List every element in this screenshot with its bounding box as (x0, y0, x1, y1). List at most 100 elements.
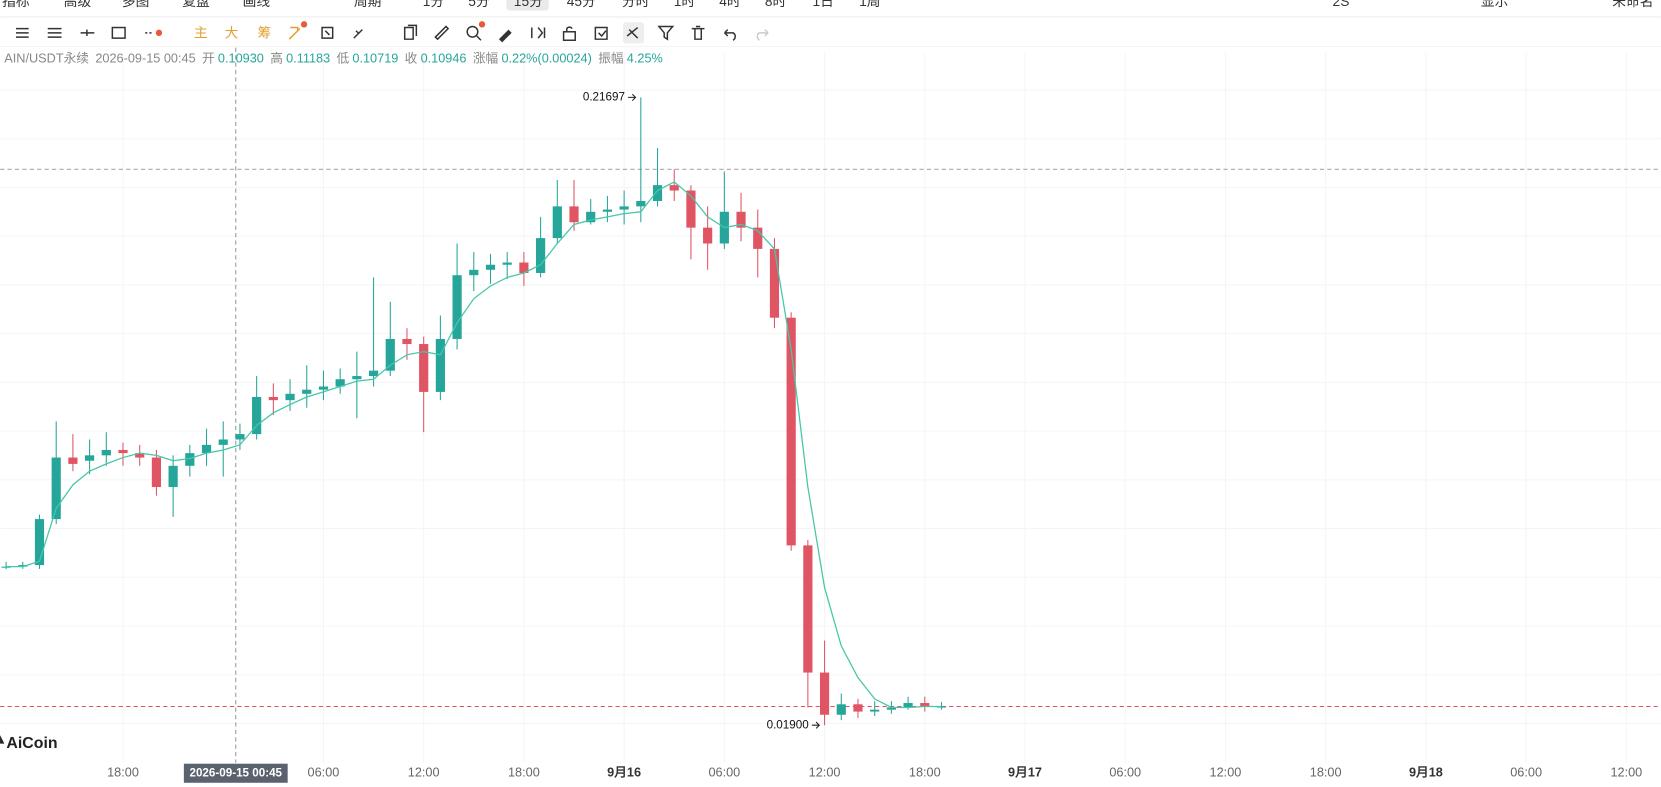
period-button[interactable]: 1周 (859, 0, 880, 9)
candle-body (502, 262, 512, 265)
menu-icon[interactable] (15, 27, 29, 38)
crosshair-label: 2026-09-15 00:45 (189, 766, 282, 779)
period-button[interactable]: 5分 (468, 0, 490, 9)
candle-body (218, 439, 228, 445)
toolbar-right-item[interactable]: 2S (1333, 0, 1350, 9)
period-button[interactable]: 1分 (423, 0, 445, 9)
x-tick-label: 12:00 (809, 765, 841, 780)
candle-body (636, 200, 646, 207)
link-icon[interactable] (626, 26, 639, 39)
zoom-icon[interactable] (466, 25, 479, 38)
candle-body (101, 449, 111, 456)
candle-body (853, 704, 863, 712)
candle-body (185, 453, 195, 466)
period-button[interactable]: 8时 (765, 0, 787, 9)
x-tick-label: 18:00 (508, 765, 540, 780)
lock-icon[interactable] (562, 31, 576, 41)
candle-body (669, 185, 679, 191)
candle-body (168, 465, 178, 488)
candle-body (786, 317, 796, 546)
candle-body (936, 706, 947, 708)
candle-body (352, 376, 362, 380)
filter-icon[interactable] (657, 25, 675, 41)
x-tick-label: 9月16 (607, 765, 641, 780)
edit-icon[interactable] (288, 26, 301, 40)
menu-item[interactable]: 多图 (122, 0, 150, 9)
toolbar-right-item[interactable]: 未命名 (1612, 0, 1653, 9)
candle-body (419, 344, 429, 392)
active-period-bg (506, 0, 549, 11)
menu-item[interactable]: 周期 (354, 0, 382, 9)
legend-value: 0.10719 (352, 51, 398, 66)
indicator-button[interactable]: 筹 (257, 25, 271, 41)
period-button[interactable]: 1日 (812, 0, 833, 9)
check-icon[interactable] (594, 26, 608, 40)
copy-icon[interactable] (403, 24, 418, 40)
x-tick-label: 12:00 (408, 765, 440, 780)
badge (478, 21, 486, 28)
legend-label: 低 (337, 51, 350, 66)
x-tick-label: 06:00 (308, 765, 340, 780)
period-button[interactable]: 分时 (622, 0, 650, 9)
active-tool-bg (622, 22, 645, 44)
magnet-icon[interactable] (531, 27, 546, 39)
x-tick-label: 06:00 (708, 765, 740, 780)
pen-icon[interactable] (498, 29, 512, 43)
candle-body (368, 370, 379, 377)
symbol: AIN/USDT永续 (4, 51, 89, 66)
candle-body (703, 227, 713, 244)
rect-icon[interactable] (111, 26, 126, 39)
menu-item[interactable]: 指标 (2, 0, 30, 9)
period-button[interactable]: 4时 (719, 0, 741, 9)
top-toolbar: 指标 高级 多图 复盘 画线 周期 1分 5分 15分 45分 分时 1时 4时 8时 1日 1周 2S 显示 未命… (2, 0, 1653, 11)
candle-body (652, 185, 663, 201)
tool-icon[interactable] (353, 29, 363, 39)
candle-body (335, 379, 345, 387)
moving-average (6, 181, 942, 709)
candle-body (619, 206, 629, 210)
menu-item[interactable]: 画线 (243, 0, 271, 9)
menu-item[interactable]: 复盘 (182, 0, 210, 9)
candle-body (803, 545, 813, 673)
tool-icon[interactable] (321, 26, 334, 39)
redo-icon[interactable] (756, 29, 769, 41)
toolbar-right-item[interactable]: 显示 (1481, 0, 1509, 9)
menu-item[interactable]: 高级 (64, 0, 92, 9)
candle-body (686, 190, 696, 228)
legend-value: 4.25% (627, 51, 663, 66)
candle-body (435, 338, 445, 392)
candle-body (201, 444, 212, 454)
ruler-icon[interactable] (434, 25, 450, 41)
period-button[interactable]: 1时 (674, 0, 696, 9)
candle-body (736, 211, 746, 228)
legend-label: 涨幅 (473, 51, 499, 66)
candle-body (769, 248, 780, 318)
indicator-button[interactable]: 大 (225, 26, 239, 41)
low-marker-label: 0.01900 (767, 718, 810, 731)
candle-body (18, 565, 28, 567)
legend-value: 0.22%(0.00024) (501, 51, 591, 66)
hline-icon[interactable] (80, 29, 95, 37)
candle-body (569, 206, 579, 223)
delete-icon[interactable] (691, 25, 705, 40)
candle-body (268, 396, 278, 401)
high-marker-label: 0.21697 (583, 90, 625, 103)
period-button[interactable]: 15分 (514, 0, 543, 9)
x-tick-label: 06:00 (1109, 765, 1141, 780)
watermark: AiCoin (6, 735, 57, 752)
candle-body (586, 211, 596, 223)
candle-body (469, 269, 479, 276)
time: 2026-09-15 00:45 (95, 51, 195, 66)
undo-icon[interactable] (724, 29, 736, 41)
low-marker-arrow (811, 721, 821, 729)
indicator-button[interactable]: 主 (194, 26, 208, 41)
candle-body (452, 275, 462, 339)
x-tick-label: 06:00 (1510, 765, 1542, 780)
legend-value: 0.11183 (286, 51, 330, 66)
lines-icon[interactable] (47, 27, 62, 38)
candle-body (903, 703, 913, 708)
period-button[interactable]: 45分 (567, 0, 596, 9)
